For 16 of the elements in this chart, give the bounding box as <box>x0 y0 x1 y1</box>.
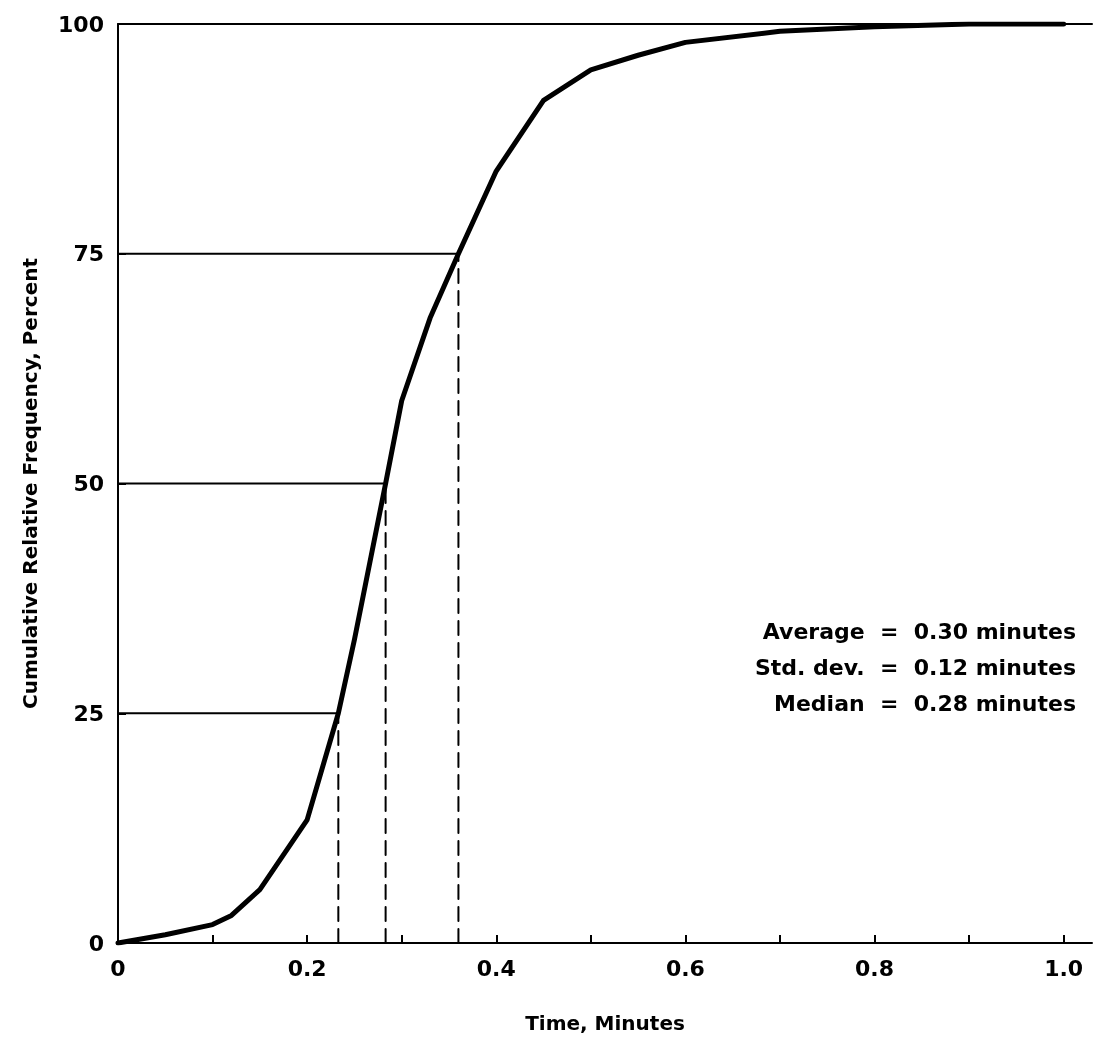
y-tick-label: 75 <box>73 241 104 267</box>
annotation: Average = 0.30 minutes <box>762 618 1076 644</box>
y-tick-label: 100 <box>58 11 104 37</box>
y-tick-label: 25 <box>73 700 104 726</box>
y-tick-label: 50 <box>73 471 104 496</box>
x-tick-label: 1.0 <box>1044 955 1084 981</box>
y-axis-title: Cumulative Relative Frequency, Percent <box>18 257 42 709</box>
y-tick-label: 0 <box>88 930 104 956</box>
x-tick-label: 0.2 <box>287 955 327 981</box>
annotation: Std. dev. = 0.12 minutes <box>754 654 1076 680</box>
x-tick-label: 0 <box>110 955 126 981</box>
x-axis-title: Time, Minutes <box>525 1011 685 1035</box>
annotation: Median = 0.28 minutes <box>774 690 1077 716</box>
x-tick-label: 0.8 <box>855 955 894 981</box>
x-tick-label: 0.4 <box>476 955 516 981</box>
x-tick-label: 0.6 <box>665 955 705 981</box>
